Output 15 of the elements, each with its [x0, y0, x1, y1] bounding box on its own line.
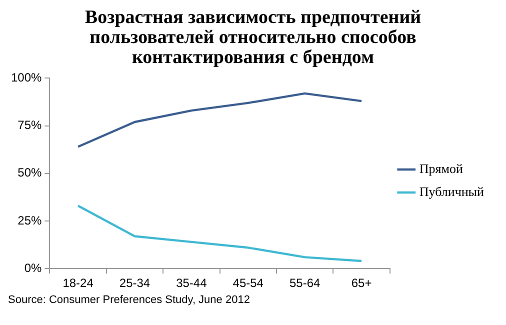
y-tick-label: 50%: [18, 166, 42, 180]
y-tick-label: 75%: [18, 118, 42, 132]
legend-label: Публичный: [419, 184, 484, 199]
x-tick-label: 35-44: [176, 276, 208, 290]
legend-label: Прямой: [419, 160, 463, 176]
x-tick-label: 55-64: [289, 276, 320, 290]
x-tick-label: 18-24: [62, 276, 94, 290]
y-tick-label: 0%: [24, 260, 42, 275]
source-note: Source: Consumer Preferences Study, June 2012: [8, 294, 251, 307]
x-tick-label: 65+: [351, 276, 372, 290]
y-tick-label: 100%: [10, 70, 42, 85]
x-tick-label: 45-54: [232, 276, 264, 290]
y-tick-label: 25%: [18, 213, 42, 228]
chart-title: Возрастная зависимость предпочтений пользователей относительно способов контактирования с брендом: [84, 7, 422, 68]
x-tick-label: 25-34: [119, 276, 150, 290]
